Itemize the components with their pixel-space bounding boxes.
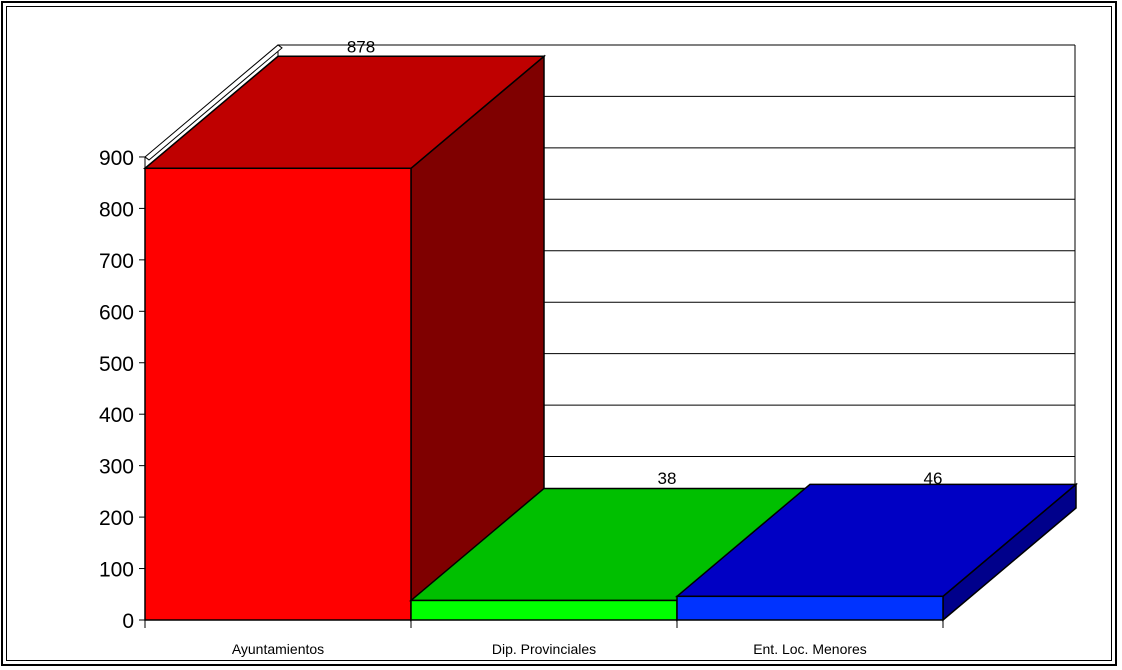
data-label-0: 878 [347, 37, 375, 56]
y-tick-label-0: 0 [122, 610, 134, 633]
y-tick-label-900: 900 [99, 147, 134, 170]
bar-ent-loc-menores [674, 482, 1079, 622]
y-tick-label-500: 500 [99, 353, 134, 376]
y-tick-label-600: 600 [99, 301, 134, 324]
y-tick-label-400: 400 [99, 404, 134, 427]
left-wall-top-edge [144, 44, 283, 161]
chart-inner-border [6, 6, 1112, 661]
bar-front-0 [144, 167, 412, 621]
bar-ayuntamientos [142, 54, 547, 622]
bar-front-1 [410, 599, 678, 621]
y-tick-label-200: 200 [99, 507, 134, 530]
bars [142, 54, 1079, 622]
y-tick-label-100: 100 [99, 559, 134, 582]
y-tick-label-700: 700 [99, 250, 134, 273]
labels: 878 38 46 Ayuntamientos Dip. Provinciales Ent… [232, 37, 943, 657]
x-tick-label-0: Ayuntamientos [232, 641, 324, 657]
data-label-1: 38 [658, 469, 677, 488]
x-tick-label-2: Ent. Loc. Menores [753, 641, 867, 657]
x-tick-label-1: Dip. Provinciales [492, 641, 596, 657]
y-tick-label-300: 300 [99, 456, 134, 479]
data-label-2: 46 [924, 469, 943, 488]
y-tick-label-800: 800 [99, 198, 134, 221]
bar-front-2 [676, 595, 944, 621]
